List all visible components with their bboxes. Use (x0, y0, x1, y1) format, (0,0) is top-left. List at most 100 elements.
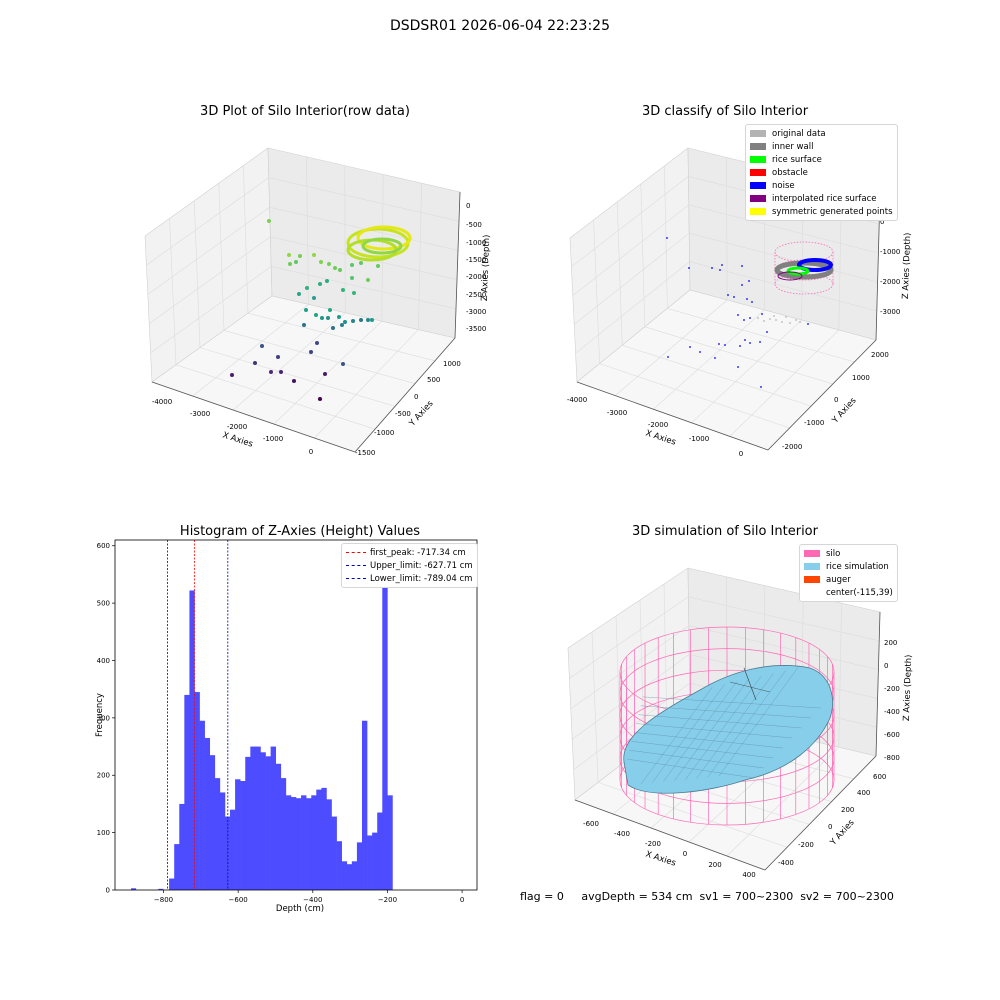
data-point (309, 350, 313, 354)
noise-point (748, 280, 750, 282)
histogram-xtick-label: −400 (303, 896, 322, 904)
pane-gridline (150, 266, 272, 354)
noise-point (759, 341, 761, 343)
p4-xtick: 400 (742, 871, 755, 879)
pane-gridline (149, 236, 271, 324)
pane-gridline (268, 177, 460, 222)
histogram-bar (174, 844, 180, 890)
histogram-bar (326, 799, 332, 890)
legend-item: Lower_limit: -789.04 cm (346, 572, 473, 585)
legend-swatch (750, 130, 766, 137)
pane-gridline (572, 654, 690, 740)
legend-swatch (804, 550, 820, 557)
original-point (773, 315, 775, 317)
legend-label: symmetric generated points (772, 206, 893, 217)
pane-gridline (571, 176, 689, 268)
noise-point (699, 351, 701, 353)
legend-label: auger (826, 574, 851, 585)
pane-gridline (597, 782, 788, 848)
legend-line (346, 565, 366, 566)
histogram-bar (336, 841, 342, 890)
data-point (314, 313, 318, 317)
data-point (359, 318, 363, 322)
legend-swatch (750, 156, 766, 163)
legend-item: first_peak: -717.34 cm (346, 546, 473, 559)
p2-xtick: -2000 (648, 421, 668, 429)
legend-item: interpolated rice surface (750, 192, 893, 205)
original-point (763, 320, 765, 322)
data-point (260, 344, 264, 348)
histogram-bar (280, 778, 287, 890)
p1-ylabel: Y Axies (407, 398, 436, 429)
original-point (785, 316, 787, 318)
legend-label: silo (826, 548, 841, 559)
legend-label: rice simulation (826, 561, 889, 572)
histogram-bar (219, 792, 226, 890)
histogram-bar (361, 720, 368, 890)
data-point (340, 323, 344, 327)
original-point (795, 319, 797, 321)
histogram-bar (131, 888, 137, 890)
pane-gridline (273, 320, 383, 425)
legend-line (346, 552, 366, 553)
rice-mesh-line (718, 667, 798, 777)
data-point (366, 318, 370, 322)
legend-label: first_peak: -717.34 cm (370, 547, 466, 558)
pane-gridline (169, 218, 177, 365)
noise-point (766, 331, 768, 333)
histogram-xlabel: Depth (cm) (276, 904, 324, 914)
pane-gridline (573, 682, 690, 770)
histogram-bar (290, 797, 297, 890)
legend-item: rice simulation (804, 560, 893, 573)
p2-ztick: -2000 (880, 278, 900, 286)
pane-gridline (199, 347, 396, 407)
auger (729, 681, 771, 693)
histogram-legend: first_peak: -717.34 cm Upper_limit: -627… (341, 543, 478, 588)
pane-gridline (243, 165, 249, 314)
noise-point (666, 237, 668, 239)
legend-swatch (750, 143, 766, 150)
pane-gridline (247, 312, 436, 362)
rice-mesh-line (633, 732, 783, 749)
p1-ztick: -2000 (466, 273, 486, 281)
pane-gridline (653, 309, 765, 410)
noise-point (721, 264, 723, 266)
legend-label: original data (772, 128, 826, 139)
noise-point (688, 267, 690, 269)
noise-point (751, 301, 753, 303)
pane-gridline (688, 596, 880, 642)
histogram-ytick-label: 0 (106, 887, 110, 895)
noise-point (719, 269, 721, 271)
legend-line (346, 578, 366, 579)
pane-gridline (599, 363, 790, 429)
noise-point (744, 339, 746, 341)
data-point (350, 263, 354, 267)
pane-gridline (615, 299, 728, 396)
histogram-xtick-label: −800 (154, 896, 173, 904)
histogram-bar (235, 779, 241, 890)
noise-point (746, 298, 748, 300)
p2-xtick: -4000 (567, 396, 587, 404)
pane-gridline (688, 204, 879, 254)
data-point (276, 355, 280, 359)
rice-mesh-line (707, 670, 786, 778)
legend-swatch (750, 208, 766, 215)
classify-legend: original data inner wall rice surface ob… (745, 124, 898, 221)
noise-point (689, 346, 691, 348)
simulation-3d-plot (567, 567, 881, 871)
histogram-bar (255, 746, 261, 890)
histogram-title: Histogram of Z-Axies (Height) Values (179, 524, 421, 539)
p4-xtick: -200 (645, 840, 661, 848)
p1-xtick: 0 (309, 448, 313, 456)
p2-ytick: 1000 (852, 374, 870, 382)
p4-ztick: -400 (884, 708, 900, 716)
histogram-bar (387, 795, 393, 890)
histogram-bar (250, 746, 256, 890)
data-point (312, 253, 316, 257)
histogram-plot: −800 −600 −400 −200 0 0 100 200 300 400 500 600 De… (95, 539, 478, 914)
classify-plot-title: 3D classify of Silo Interior (641, 104, 809, 119)
rice-mesh-line (685, 676, 762, 780)
pane-gridline (591, 631, 599, 783)
histogram-bar (245, 756, 251, 890)
p4-ztick: -600 (884, 731, 900, 739)
